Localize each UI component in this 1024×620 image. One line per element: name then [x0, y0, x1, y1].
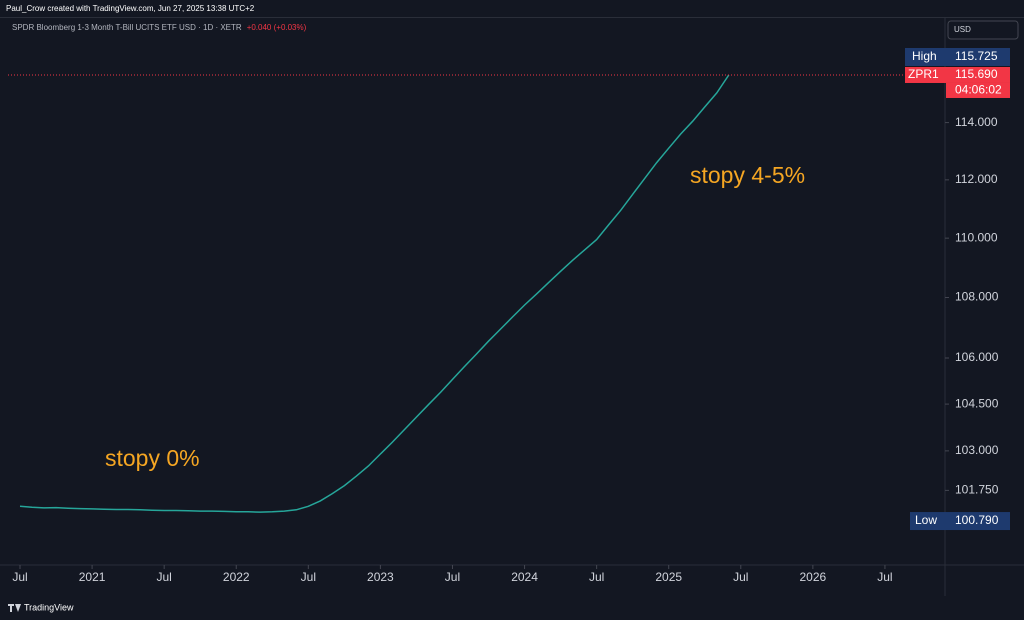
- high-badge: [905, 48, 1010, 67]
- price-line: [19, 74, 730, 513]
- y-tick-label: 110.000: [955, 230, 998, 244]
- price-change: +0.040 (+0.03%): [247, 23, 307, 32]
- low-badge: [910, 512, 1010, 531]
- y-tick-label: 103.000: [955, 443, 999, 457]
- x-tick-label: 2025: [655, 570, 682, 584]
- x-tick-label: Jul: [156, 570, 171, 584]
- y-tick-label: 106.000: [955, 350, 999, 364]
- x-tick-label: Jul: [589, 570, 604, 584]
- footer-bar: [0, 596, 1024, 620]
- series-name: ZPR1: [908, 67, 939, 81]
- x-tick-label: 2022: [223, 570, 250, 584]
- annotation: stopy 0%: [105, 445, 200, 471]
- low-name: Low: [915, 513, 937, 527]
- currency[interactable]: USD: [954, 25, 971, 34]
- x-tick-label: 2026: [800, 570, 827, 584]
- x-tick-label: Jul: [12, 570, 27, 584]
- x-tick-label: Jul: [877, 570, 892, 584]
- y-tick-label: 101.750: [955, 483, 999, 497]
- chart-title: SPDR Bloomberg 1-3 Month T-Bill UCITS ET…: [12, 23, 242, 32]
- x-tick-label: 2023: [367, 570, 394, 584]
- y-tick-label: 104.500: [955, 396, 999, 410]
- high-name: High: [912, 49, 937, 63]
- y-tick-label: 114.000: [955, 115, 998, 129]
- currency-button[interactable]: [947, 20, 1019, 40]
- x-tick-label: Jul: [301, 570, 316, 584]
- logo: [8, 604, 21, 612]
- header: Paul_Crow created with TradingView.com, …: [6, 4, 255, 13]
- low-value: 100.790: [955, 513, 999, 527]
- footer: TradingView: [24, 602, 74, 612]
- x-tick-label: Jul: [445, 570, 460, 584]
- y-tick-label: 108.000: [955, 290, 999, 304]
- x-tick-label: 2024: [511, 570, 538, 584]
- countdown: 04:06:02: [955, 83, 1002, 97]
- annotation: stopy 4-5%: [690, 162, 805, 188]
- countdown-badge: [946, 82, 1010, 98]
- x-tick-label: Jul: [733, 570, 748, 584]
- last-value: 115.690: [955, 67, 998, 81]
- x-tick-label: 2021: [79, 570, 106, 584]
- last-badge: [905, 66, 1010, 83]
- y-tick-label: 112.000: [955, 172, 998, 186]
- header-separator: [0, 17, 1024, 18]
- high-value: 115.725: [955, 49, 998, 63]
